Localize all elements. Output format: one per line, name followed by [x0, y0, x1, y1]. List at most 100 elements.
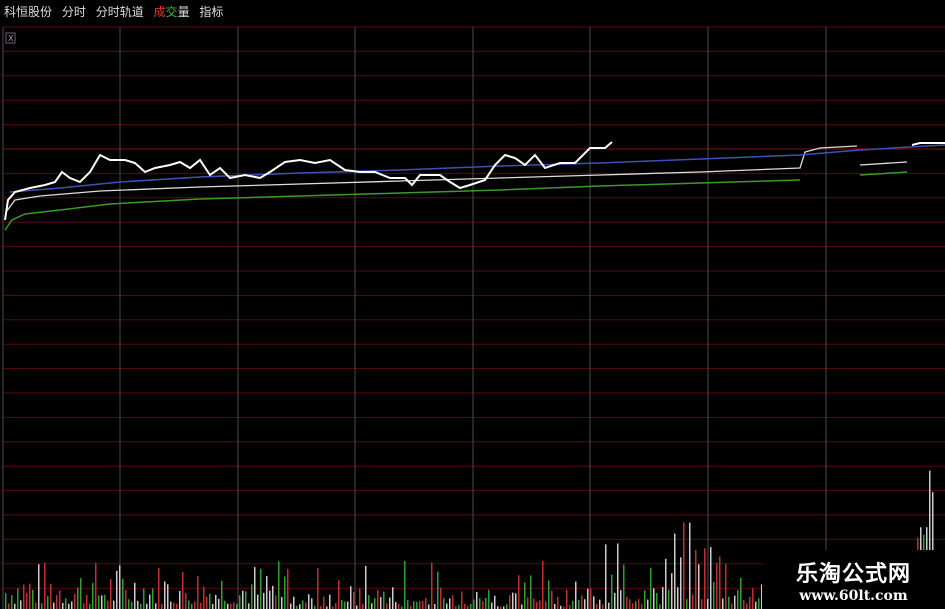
volume-bar [65, 598, 67, 609]
close-box[interactable] [5, 32, 16, 44]
volume-bar [656, 593, 658, 609]
volume-bar [230, 603, 232, 609]
volume-bar [428, 604, 430, 609]
volume-bar [686, 599, 688, 609]
volume-bar [569, 605, 571, 609]
volume-bar [386, 603, 388, 609]
volume-bar [377, 590, 379, 609]
volume-bar [11, 595, 13, 609]
volume-bar [389, 597, 391, 609]
volume-bar [512, 592, 514, 609]
volume-bar [497, 606, 499, 609]
volume-bar [140, 603, 142, 609]
blue-band-line [9, 144, 945, 193]
volume-bar [275, 595, 277, 609]
volume-bar [173, 602, 175, 609]
volume-bar [14, 603, 16, 609]
volume-bar [488, 589, 490, 609]
volume-bar [116, 570, 118, 609]
volume-bar [167, 584, 169, 609]
volume-bar [305, 602, 307, 609]
volume-bar [371, 603, 373, 609]
volume-bar [179, 591, 181, 609]
volume-bar [329, 594, 331, 609]
volume-bar [125, 590, 127, 609]
volume-bar [254, 567, 256, 609]
volume-bar [161, 603, 163, 609]
volume-bar [464, 603, 466, 609]
volume-bar [119, 565, 121, 609]
menu-item[interactable]: 指标 [199, 5, 224, 19]
toolbar: 科恒股份 分时 分时轨道 成交量 指标 [4, 3, 229, 20]
volume-bar [443, 597, 445, 609]
volume-bar [134, 582, 136, 609]
grid [2, 26, 945, 609]
volume-bar [356, 605, 358, 609]
volume-bar [473, 599, 475, 609]
volume-bar [353, 592, 355, 609]
volume-bar [209, 593, 211, 609]
volume-bar [446, 603, 448, 609]
volume-bar [311, 598, 313, 609]
volume-bar [293, 596, 295, 609]
volume-bar [647, 599, 649, 609]
volume-bar [665, 558, 667, 609]
volume-bar [722, 598, 724, 609]
volume-bar [317, 568, 319, 609]
volume-bar [611, 574, 613, 609]
volume-bar [644, 590, 646, 609]
volume-bar [449, 598, 451, 609]
volume-bar [470, 604, 472, 609]
volume-bar [416, 601, 418, 609]
volume-bar [80, 578, 82, 609]
volume-bar [290, 603, 292, 609]
close-icon[interactable]: X [8, 34, 14, 43]
volume-bar [131, 601, 133, 609]
volume-bar [17, 588, 19, 609]
volume-bar [164, 581, 166, 609]
volume-bar [743, 600, 745, 609]
volume-bar [653, 588, 655, 609]
volume-bar [734, 595, 736, 609]
volume-bar [23, 584, 25, 609]
volume-bar [35, 602, 37, 609]
menu-item[interactable]: 分时 [61, 5, 86, 19]
volume-bar [53, 602, 55, 609]
volume-bar [47, 596, 49, 609]
volume-bar [515, 593, 517, 609]
volume-label[interactable]: 量 [177, 5, 190, 19]
stock-name[interactable]: 科恒股份 [4, 5, 53, 19]
volume-bar [38, 564, 40, 609]
volume-label[interactable]: 交 [165, 5, 178, 19]
volume-bar [545, 601, 547, 609]
volume-bar [530, 575, 532, 609]
volume-bar [197, 575, 199, 609]
volume-bar [8, 603, 10, 609]
menu-item[interactable]: 分时轨道 [95, 5, 144, 19]
volume-bar [176, 603, 178, 609]
watermark: 乐淘公式网 www.60lt.com [762, 550, 945, 609]
volume-bar [122, 578, 124, 609]
volume-bar [494, 595, 496, 609]
volume-bar [251, 584, 253, 609]
green-band-line [859, 171, 908, 176]
average-line [859, 161, 908, 166]
volume-bar [731, 603, 733, 609]
volume-bar [320, 605, 322, 609]
volume-bar [56, 595, 58, 609]
volume-bar [152, 588, 154, 609]
volume-bar [188, 600, 190, 609]
watermark-name: 乐淘公式网 [795, 562, 911, 587]
volume-bar [266, 576, 268, 609]
volume-bar [335, 603, 337, 609]
volume-bar [413, 601, 415, 609]
volume-bar [626, 596, 628, 609]
volume-bar [185, 593, 187, 609]
volume-bar [245, 591, 247, 609]
volume-bar [368, 595, 370, 609]
volume-label[interactable]: 成 [153, 5, 166, 19]
volume-bar [527, 597, 529, 609]
volume-bar [272, 585, 274, 609]
price-line [4, 141, 613, 221]
volume-bar [398, 603, 400, 609]
